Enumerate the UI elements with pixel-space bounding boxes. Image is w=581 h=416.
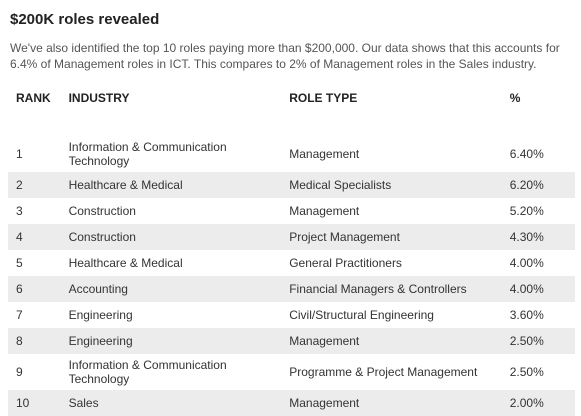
cell-industry: Engineering — [68, 334, 133, 348]
table-row: 6 Accounting Financial Managers & Contro… — [8, 276, 575, 302]
table-row: 5 Healthcare & Medical General Practitio… — [8, 250, 575, 276]
cell-percent: 3.60% — [509, 308, 544, 322]
table-row: 4 Construction Project Management 4.30% — [8, 224, 575, 250]
cell-role-type: Financial Managers & Controllers — [289, 282, 467, 296]
cell-industry: Sales — [68, 396, 99, 410]
cell-industry: Information & Communication Technology — [68, 140, 227, 168]
cell-percent: 4.00% — [509, 256, 544, 270]
cell-role-type: General Practitioners — [289, 256, 402, 270]
intro-paragraph: We've also identified the top 10 roles p… — [10, 41, 560, 71]
cell-industry: Construction — [68, 204, 136, 218]
table-row: 3 Construction Management 5.20% — [8, 198, 575, 224]
cell-percent: 4.00% — [509, 282, 544, 296]
table-row: 10 Sales Management 2.00% — [8, 390, 575, 416]
cell-percent: 4.30% — [509, 230, 544, 244]
cell-industry: Healthcare & Medical — [68, 256, 183, 270]
header-role-type: ROLE TYPE — [289, 91, 358, 105]
cell-role-type: Management — [289, 334, 360, 348]
cell-industry: Engineering — [68, 308, 133, 322]
table-body: 1 Information & Communication Technology… — [8, 136, 575, 416]
cell-role-type: Management — [289, 396, 360, 410]
cell-industry: Information & Communication Technology — [68, 358, 227, 386]
table-header-row: RANK INDUSTRY ROLE TYPE % — [8, 86, 575, 110]
cell-percent: 2.00% — [509, 396, 544, 410]
cell-role-type: Project Management — [289, 230, 400, 244]
cell-rank: 6 — [16, 282, 23, 296]
cell-percent: 2.50% — [509, 334, 544, 348]
cell-role-type: Civil/Structural Engineering — [289, 308, 434, 322]
table-row: 7 Engineering Civil/Structural Engineeri… — [8, 302, 575, 328]
table-row: 2 Healthcare & Medical Medical Specialis… — [8, 172, 575, 198]
cell-role-type: Programme & Project Management — [289, 365, 478, 379]
cell-role-type: Medical Specialists — [289, 178, 392, 192]
cell-rank: 10 — [16, 396, 30, 410]
table-row: 1 Information & Communication Technology… — [8, 136, 575, 172]
page-title: $200K roles revealed — [10, 11, 160, 28]
cell-rank: 4 — [16, 230, 23, 244]
cell-percent: 2.50% — [509, 365, 544, 379]
table-row: 8 Engineering Management 2.50% — [8, 328, 575, 354]
cell-rank: 1 — [16, 147, 23, 161]
cell-percent: 6.20% — [509, 178, 544, 192]
roles-table: RANK INDUSTRY ROLE TYPE % 1 Information … — [8, 86, 575, 416]
header-percent: % — [509, 91, 521, 105]
cell-industry: Construction — [68, 230, 136, 244]
cell-role-type: Management — [289, 204, 360, 218]
cell-industry: Healthcare & Medical — [68, 178, 183, 192]
table-row: 9 Information & Communication Technology… — [8, 354, 575, 390]
header-industry: INDUSTRY — [68, 91, 130, 105]
header-rank: RANK — [16, 91, 51, 105]
cell-rank: 3 — [16, 204, 23, 218]
cell-percent: 5.20% — [509, 204, 544, 218]
cell-role-type: Management — [289, 147, 360, 161]
cell-rank: 9 — [16, 365, 23, 379]
cell-rank: 8 — [16, 334, 23, 348]
cell-rank: 2 — [16, 178, 23, 192]
table-spacer — [8, 110, 575, 136]
cell-rank: 7 — [16, 308, 23, 322]
cell-industry: Accounting — [68, 282, 128, 296]
cell-percent: 6.40% — [509, 147, 544, 161]
cell-rank: 5 — [16, 256, 23, 270]
